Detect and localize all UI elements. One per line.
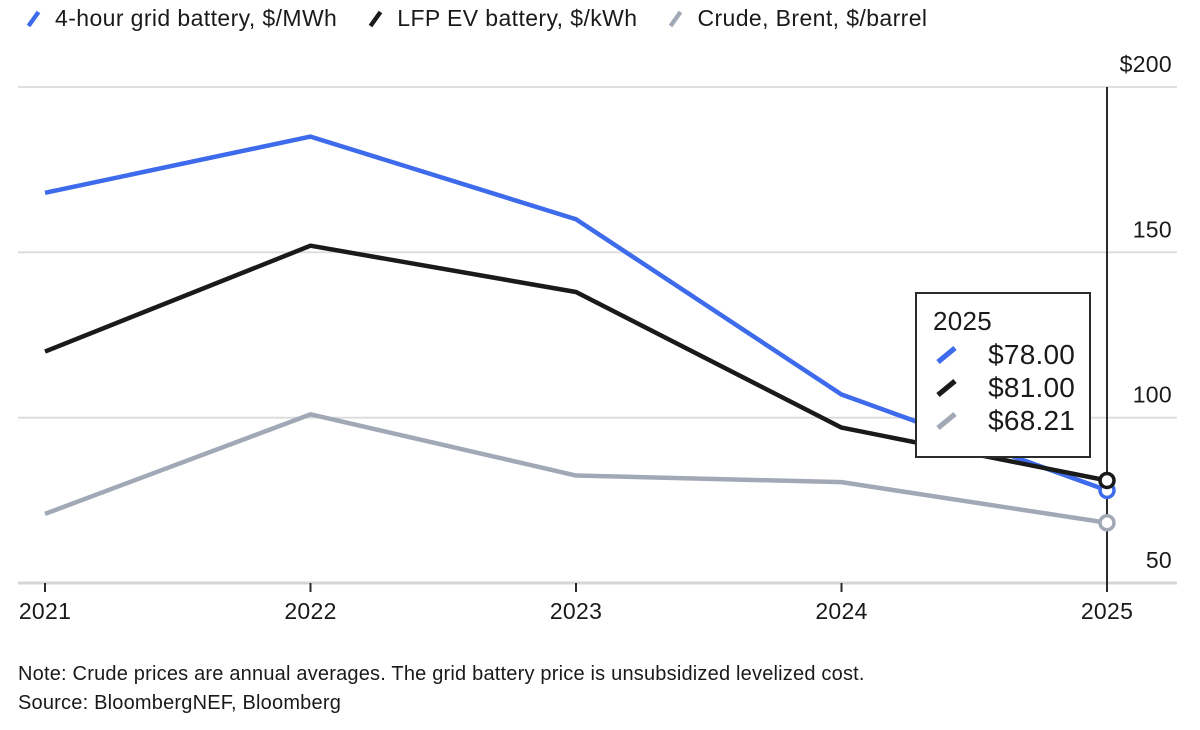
chart-canvas[interactable]: $200 150 100 50 2021 2022 2023 2024 2025 — [0, 0, 1200, 645]
slash-glyph — [936, 411, 957, 430]
slash-glyph — [669, 10, 683, 27]
x-axis-label-2022: 2022 — [284, 598, 336, 624]
gray-slash-icon — [936, 411, 957, 430]
hover-tooltip: 2025 $78.00 $81.00 $68.21 — [915, 292, 1091, 458]
y-axis-label-200: $200 — [1120, 51, 1172, 77]
tooltip-row-ev-battery: $81.00 — [933, 371, 1075, 404]
blue-slash-icon — [26, 10, 41, 27]
series-endpoint-1 — [1098, 471, 1116, 490]
tooltip-row-crude: $68.21 — [933, 404, 1075, 437]
series-line-2 — [44, 412, 1108, 526]
x-axis-label-2023: 2023 — [550, 598, 602, 624]
series-endpoint-2 — [1098, 514, 1116, 532]
legend-item-ev-battery: LFP EV battery, $/kWh — [367, 5, 637, 32]
y-axis-label-50: 50 — [1146, 547, 1172, 573]
x-axis-label-2024: 2024 — [815, 598, 867, 624]
source-text: Source: BloombergNEF, Bloomberg — [18, 692, 342, 714]
chart-footnote: Note: Crude prices are annual averages. … — [18, 660, 865, 718]
slash-glyph — [368, 10, 383, 27]
slash-glyph — [936, 345, 957, 364]
legend-label-crude: Crude, Brent, $/barrel — [697, 5, 928, 31]
x-axis-label-2025: 2025 — [1081, 598, 1133, 624]
legend-label-grid-battery: 4-hour grid battery, $/MWh — [55, 5, 338, 31]
legend-item-crude: Crude, Brent, $/barrel — [667, 5, 927, 32]
black-slash-icon — [936, 378, 957, 397]
y-axis-label-100: 100 — [1133, 382, 1172, 408]
chart-legend: 4-hour grid battery, $/MWh LFP EV batter… — [25, 5, 927, 32]
tooltip-value-ev-battery: $81.00 — [988, 371, 1075, 403]
tooltip-year: 2025 — [933, 306, 993, 336]
black-slash-icon — [368, 10, 383, 27]
x-axis-label-2021: 2021 — [19, 598, 71, 624]
gray-slash-icon — [669, 10, 683, 27]
blue-slash-icon — [936, 345, 957, 364]
slash-glyph — [26, 10, 41, 27]
y-axis-label-150: 150 — [1133, 216, 1172, 242]
slash-glyph — [936, 378, 957, 397]
legend-label-ev-battery: LFP EV battery, $/kWh — [397, 5, 638, 31]
tooltip-row-grid-battery: $78.00 — [933, 338, 1075, 371]
legend-item-grid-battery: 4-hour grid battery, $/MWh — [25, 5, 337, 32]
note-text: Note: Crude prices are annual averages. … — [18, 663, 865, 685]
tooltip-value-grid-battery: $78.00 — [988, 338, 1075, 370]
tooltip-value-crude: $68.21 — [988, 404, 1075, 436]
